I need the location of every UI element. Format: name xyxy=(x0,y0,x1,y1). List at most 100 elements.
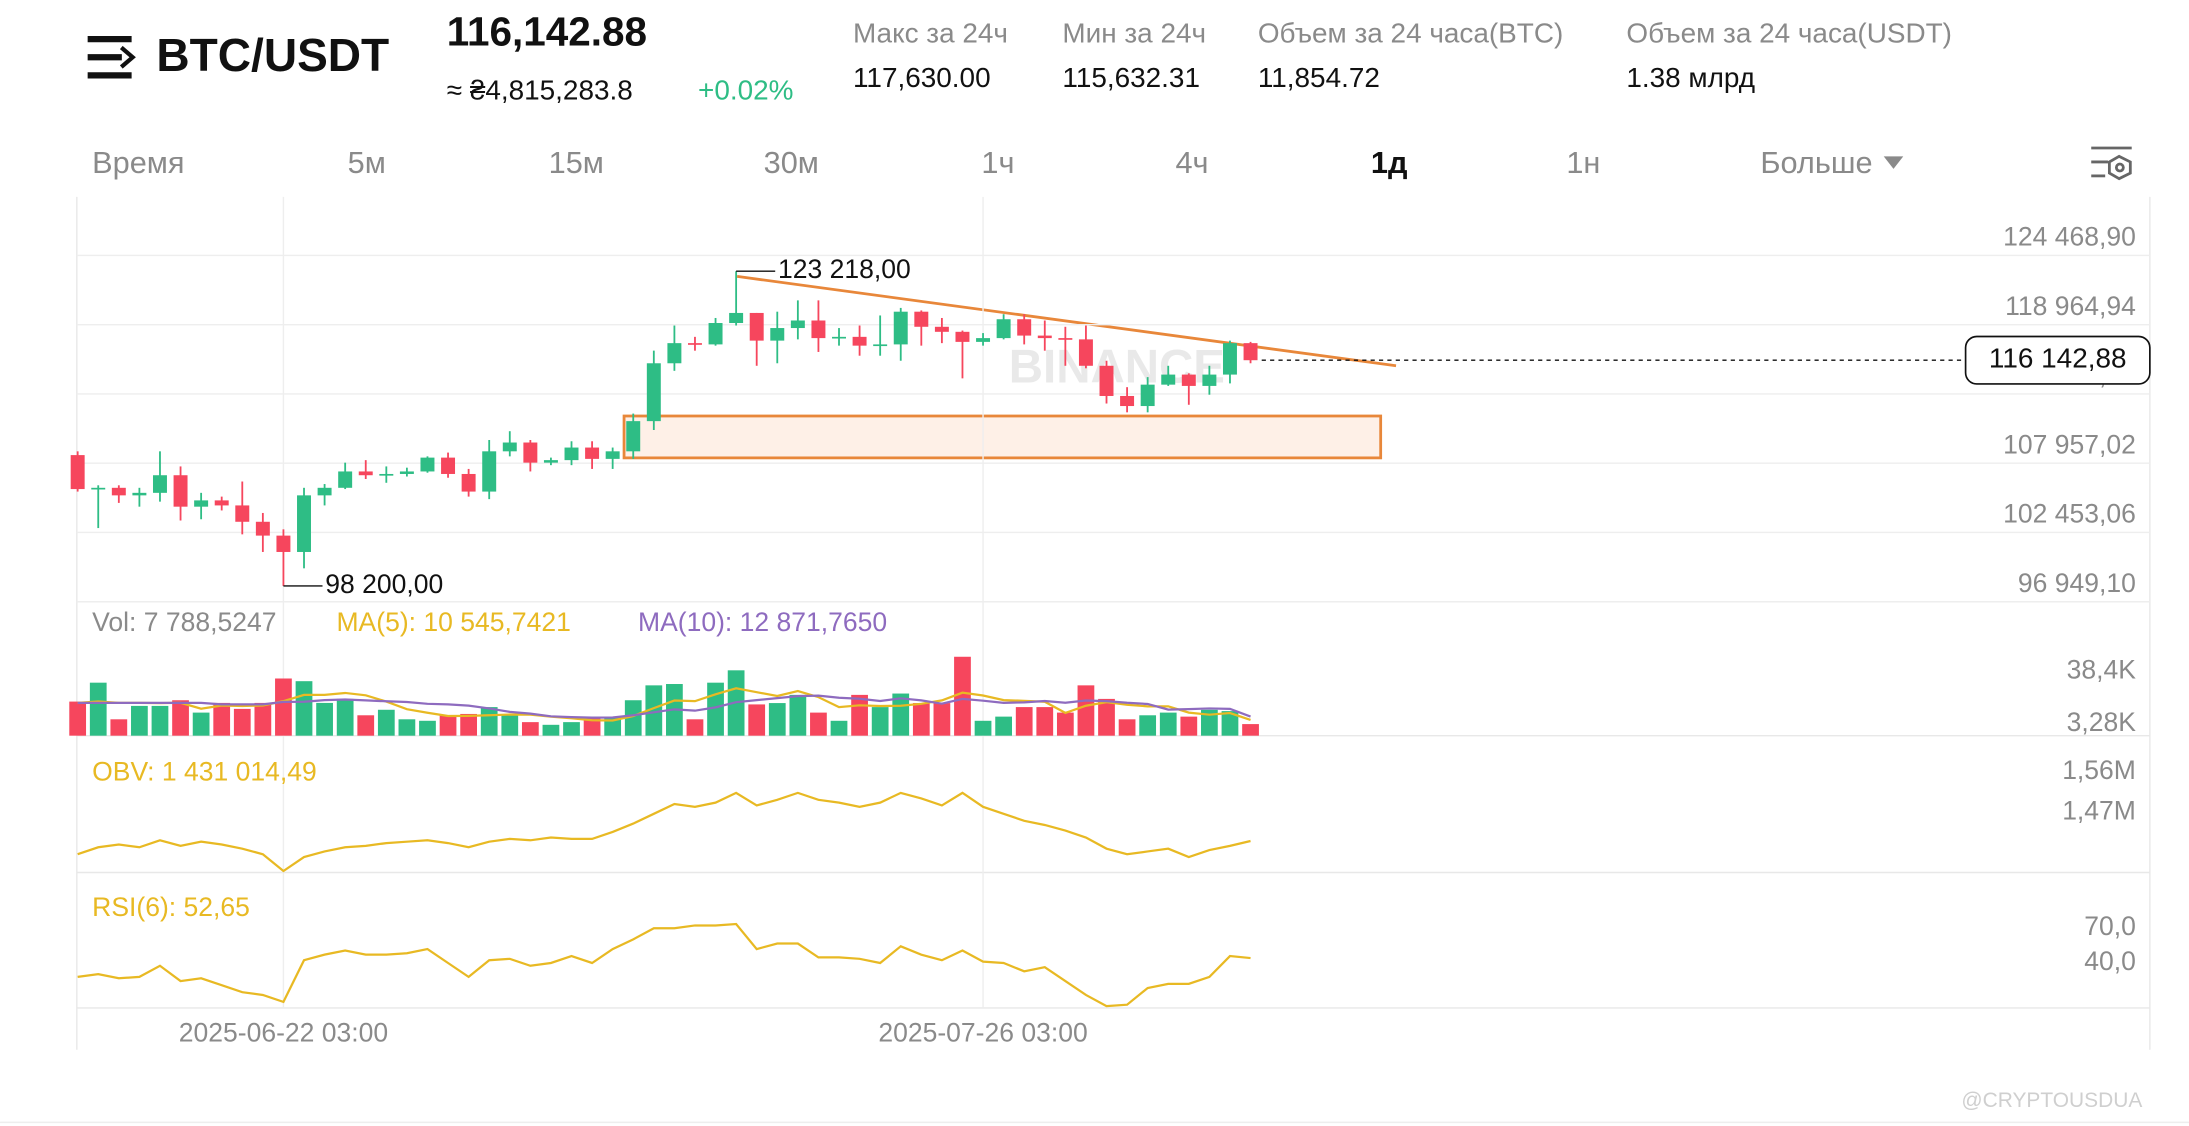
candle-body xyxy=(255,521,270,536)
candle-body xyxy=(1099,365,1114,396)
candle-body xyxy=(111,487,126,496)
volume-bar xyxy=(110,719,128,736)
y-tick-label: 102 453,06 xyxy=(2003,499,2136,529)
candle-body xyxy=(502,442,517,452)
candle-body xyxy=(1222,343,1237,375)
volume-bar xyxy=(1221,711,1239,736)
volume-bar xyxy=(830,720,848,736)
y-tick-label: 118 964,94 xyxy=(2005,291,2136,321)
volume-bar xyxy=(933,703,951,736)
candle-body xyxy=(441,457,456,474)
volume-bar xyxy=(1242,724,1259,736)
dropdown-caret xyxy=(1883,156,1904,169)
legend-entry: MA(5): 10 545,7421 xyxy=(336,607,570,637)
volume-bar xyxy=(357,715,375,736)
drawn-zone[interactable] xyxy=(622,414,1383,460)
pair: BTC/USDT xyxy=(156,29,389,81)
candle-body xyxy=(955,331,970,342)
candle-body xyxy=(152,475,167,493)
volume-bar xyxy=(1056,712,1074,736)
menu-arrow xyxy=(119,45,136,69)
candle-body xyxy=(543,460,558,463)
timeframe-tab[interactable]: 30м xyxy=(764,145,819,180)
volume-bar xyxy=(748,704,766,736)
volume-bar xyxy=(1098,698,1115,736)
menu-icon[interactable] xyxy=(87,35,136,79)
converted-price: ≈ ₴4,815,283.8 xyxy=(447,75,633,106)
volume-bar xyxy=(172,700,189,736)
candle-body xyxy=(482,451,497,492)
volume-bar xyxy=(1180,716,1198,736)
candle-body xyxy=(420,457,435,472)
volume-bar xyxy=(1201,709,1218,736)
candle-body xyxy=(1078,339,1093,366)
candle-body xyxy=(1120,395,1135,407)
candle-body xyxy=(461,473,476,492)
stat-value: 117,630.00 xyxy=(853,62,991,93)
candle-body xyxy=(91,487,106,490)
volume-bar xyxy=(892,693,910,736)
candle-body xyxy=(523,442,538,463)
volume-bar xyxy=(439,715,457,736)
timeframe-tab[interactable]: Время xyxy=(92,145,184,180)
candle-body xyxy=(297,495,311,552)
last-price-label: 116 142,88 xyxy=(1989,343,2127,374)
volume-bar xyxy=(1159,712,1177,736)
volume-bar xyxy=(974,720,992,736)
timeframe-tab[interactable]: 1ч xyxy=(981,145,1014,180)
indicator-line xyxy=(77,694,1251,719)
y-tick-label: 1,56M xyxy=(2062,755,2136,785)
indicator-line xyxy=(77,791,1251,873)
volume-bar xyxy=(954,656,971,736)
last-price-box xyxy=(1964,335,2151,385)
candle-body xyxy=(1181,374,1196,386)
y-tick-label: 3,28K xyxy=(2067,707,2137,737)
candle-body xyxy=(1140,384,1155,407)
candle-body xyxy=(399,471,414,474)
icon-gear xyxy=(2107,154,2132,181)
volume-bar xyxy=(89,682,107,736)
volume-bar xyxy=(583,716,601,736)
icon-gear-hole xyxy=(2114,162,2125,173)
timeframe-tab[interactable]: 1д xyxy=(1371,145,1408,180)
volume-bar xyxy=(480,707,498,736)
candle-body xyxy=(70,455,85,490)
volume-bar xyxy=(254,702,272,736)
timeframe-tab[interactable]: Больше xyxy=(1760,145,1872,180)
stat-value: 11,854.72 xyxy=(1258,62,1380,93)
volume-bar xyxy=(501,715,519,736)
candle-body xyxy=(235,505,250,522)
candle-body xyxy=(914,311,929,327)
volume-bar xyxy=(686,719,704,736)
stat-label: Объем за 24 часа(USDT) xyxy=(1626,17,1952,48)
candle-body xyxy=(749,312,764,341)
volume-bar xyxy=(1118,719,1136,736)
timeframe-tab[interactable]: 5м xyxy=(348,145,386,180)
volume-bar xyxy=(542,724,560,736)
stat-label: Объем за 24 часа(BTC) xyxy=(1258,17,1563,48)
candle-body xyxy=(811,320,826,339)
volume-bar xyxy=(851,694,868,736)
timeframe-tab[interactable]: 1н xyxy=(1566,145,1600,180)
candle-body xyxy=(1037,335,1052,339)
timeframe-tab[interactable]: 15м xyxy=(549,145,604,180)
volume-bar xyxy=(1139,715,1157,736)
volume-bar xyxy=(995,716,1012,736)
volume-bar xyxy=(213,702,231,736)
indicator-settings-icon[interactable] xyxy=(2091,146,2132,181)
volume-bar xyxy=(768,703,786,736)
y-tick-label: 40,0 xyxy=(2084,946,2136,976)
volume-bar xyxy=(316,702,333,736)
timeframe-tab[interactable]: 4ч xyxy=(1175,145,1208,180)
volume-bar xyxy=(192,712,210,736)
volume-bar xyxy=(233,708,251,736)
drawn-trendline[interactable] xyxy=(736,275,1397,368)
candle-body xyxy=(646,363,661,422)
candle-body xyxy=(605,451,620,459)
volume-bar xyxy=(624,700,642,736)
price-change: +0.02% xyxy=(698,75,793,106)
candle-body xyxy=(173,475,188,507)
candle-body xyxy=(873,344,888,347)
